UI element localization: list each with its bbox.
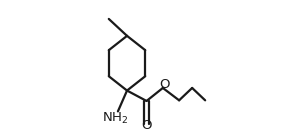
Text: NH$_2$: NH$_2$	[102, 111, 128, 126]
Text: O: O	[141, 119, 152, 132]
Text: O: O	[159, 78, 169, 91]
